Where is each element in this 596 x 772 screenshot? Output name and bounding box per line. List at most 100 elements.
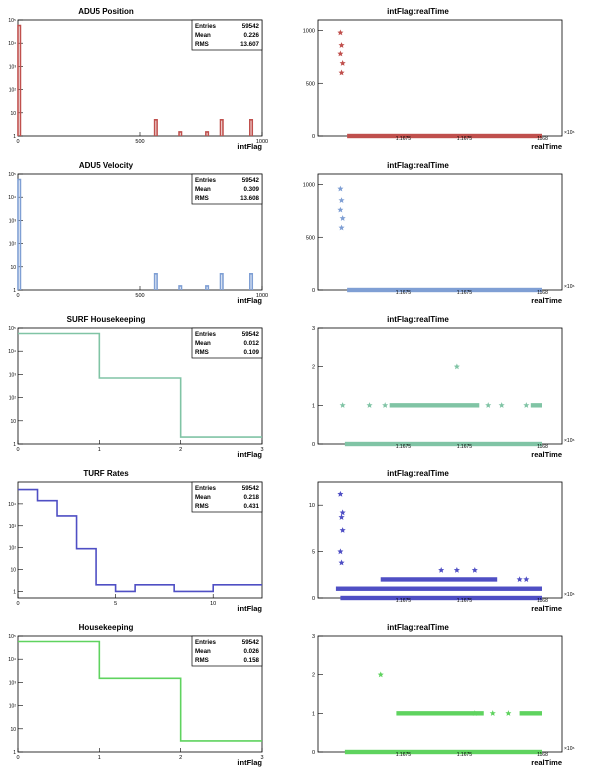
x-axis-title: realTime	[531, 758, 562, 767]
scatter-panel: intFlag:realTime 0 500 1000 1.1675 1.1675 1168…	[303, 7, 575, 151]
y-tick-label: 10³	[9, 372, 17, 378]
scatter-point	[338, 197, 345, 203]
y-tick-label: 0	[312, 596, 315, 602]
stats-key: RMS	[195, 503, 209, 510]
histogram-bar	[17, 178, 22, 290]
y-tick-label: 10	[10, 568, 16, 574]
histogram-bar	[249, 118, 254, 136]
stats-value: 13.608	[240, 195, 259, 202]
x-axis-title: intFlag	[237, 604, 262, 613]
scatter-panel: intFlag:realTime 0 1 2 3 1.1675 1.1675 1168 ×10⁶…	[312, 623, 575, 767]
axis-exponent: ×10⁶	[564, 130, 575, 136]
stats-box	[191, 481, 263, 513]
dense-point-band	[340, 595, 542, 601]
y-tick-label: 10	[10, 419, 16, 425]
x-tick-label: 0	[16, 139, 19, 145]
scatter-point	[337, 185, 344, 192]
histogram-panel: ADU5 Position 1 10 10² 10³ 10⁴ 10⁵ 0 500 1000 Entr…	[8, 7, 268, 151]
stats-key: RMS	[195, 657, 209, 664]
histogram-bar	[153, 118, 158, 136]
x-tick-label: 1	[98, 755, 101, 761]
scatter-point	[438, 567, 445, 573]
chart-title: intFlag:realTime	[387, 7, 449, 16]
dense-point-band	[344, 749, 542, 755]
y-tick-label: 1	[13, 589, 16, 595]
y-tick-label: 10⁵	[8, 326, 16, 332]
scatter-point	[382, 402, 389, 408]
axis-exponent: ×10⁶	[564, 592, 575, 598]
dense-point-band	[519, 711, 542, 716]
histogram-bar	[17, 24, 22, 136]
stats-value: 0.109	[244, 349, 260, 356]
scatter-point	[338, 559, 345, 566]
y-tick-label: 10³	[9, 680, 17, 686]
x-axis-title: intFlag	[237, 450, 262, 459]
scatter-point	[339, 215, 346, 221]
scatter-point	[339, 60, 346, 66]
chart-title: TURF Rates	[83, 469, 129, 478]
stats-box	[191, 635, 263, 667]
x-tick-label: 500	[135, 139, 144, 145]
scatter-point	[505, 710, 512, 716]
x-tick-label: 0	[16, 447, 19, 453]
x-tick-label: 1.1675	[396, 290, 412, 296]
x-tick-label: 1.1675	[457, 444, 473, 450]
x-tick-label: 5	[114, 601, 117, 607]
x-tick-label: 0	[16, 601, 19, 607]
scatter-point	[339, 402, 346, 408]
x-tick-label: 1.1675	[457, 290, 473, 296]
stats-value: 59542	[242, 177, 260, 184]
histogram-bar	[249, 272, 254, 290]
y-tick-label: 1	[312, 403, 315, 409]
histogram-line	[18, 332, 262, 438]
histogram-panel: TURF Rates 1 10 10² 10³ 10⁴ 0 5 10 Entries 59542 Me…	[8, 469, 262, 613]
plot-frame	[317, 173, 563, 291]
y-tick-label: 10²	[9, 396, 17, 402]
dense-point-band	[396, 711, 484, 716]
y-tick-label: 10⁴	[8, 657, 16, 663]
y-tick-label: 1	[13, 442, 16, 448]
stats-key: Entries	[195, 23, 217, 30]
y-tick-label: 10⁵	[8, 634, 16, 640]
stats-box	[191, 19, 263, 51]
axis-exponent: ×10⁶	[564, 438, 575, 444]
y-tick-label: 10	[10, 727, 16, 733]
x-tick-label: 1168	[537, 136, 548, 142]
y-tick-label: 1	[13, 750, 16, 756]
x-tick-label: 1.1675	[396, 444, 412, 450]
x-tick-label: 1000	[256, 139, 268, 145]
y-tick-label: 10²	[9, 242, 17, 248]
x-tick-label: 2	[179, 447, 182, 453]
y-tick-label: 10⁴	[8, 195, 16, 201]
scatter-point	[523, 402, 530, 408]
x-tick-label: 3	[260, 755, 263, 761]
scatter-point	[516, 576, 523, 582]
scatter-point	[337, 206, 344, 213]
dense-point-band	[389, 403, 480, 408]
histogram-bar	[219, 118, 224, 136]
x-axis-title: realTime	[531, 604, 562, 613]
x-tick-label: 1.1675	[457, 598, 473, 604]
y-tick-label: 10²	[9, 546, 17, 552]
plot-frame	[17, 481, 263, 599]
x-tick-label: 3	[260, 447, 263, 453]
y-tick-label: 10	[10, 111, 16, 117]
scatter-panel: intFlag:realTime 0 500 1000 1.1675 1.1675 1168…	[303, 161, 575, 305]
plot-frame	[317, 635, 563, 753]
stats-key: Entries	[195, 331, 217, 338]
scatter-panel: intFlag:realTime 0 1 2 3 1.1675 1.1675 1168 ×10⁶…	[312, 315, 575, 459]
stats-key: Mean	[195, 648, 211, 655]
x-tick-label: 1168	[537, 444, 548, 450]
stats-value: 0.012	[244, 340, 260, 347]
scatter-point	[489, 710, 496, 716]
stats-key: Mean	[195, 340, 211, 347]
x-tick-label: 1000	[256, 293, 268, 299]
histogram-bar	[219, 272, 224, 290]
y-tick-label: 500	[306, 81, 315, 87]
x-tick-label: 1.1675	[396, 598, 412, 604]
stats-box	[191, 327, 263, 359]
y-tick-label: 10⁵	[8, 172, 16, 178]
